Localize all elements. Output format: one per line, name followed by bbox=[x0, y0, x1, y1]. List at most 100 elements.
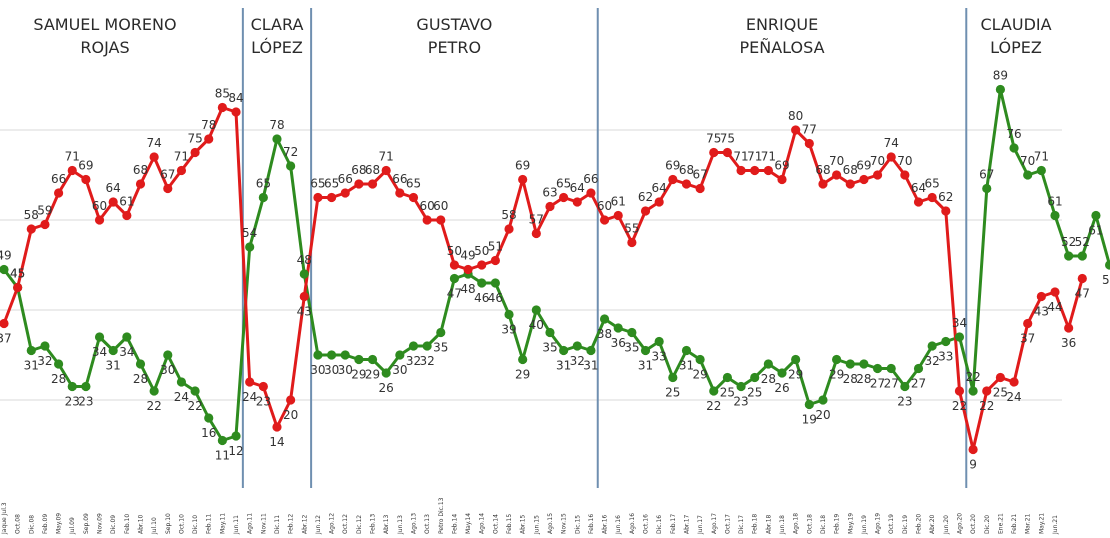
period-title-line: LÓPEZ bbox=[990, 38, 1042, 57]
x-tick-label: Oct.18 bbox=[806, 514, 813, 534]
disapproval-point bbox=[518, 174, 528, 185]
approval-data-label: 34 bbox=[952, 316, 967, 330]
disapproval-point bbox=[763, 165, 773, 176]
approval-point bbox=[695, 354, 705, 365]
approval-data-label: 19 bbox=[802, 413, 817, 427]
disapproval-data-label: 71 bbox=[174, 150, 189, 164]
disapproval-point bbox=[1009, 377, 1019, 387]
disapproval-data-label: 67 bbox=[160, 168, 175, 182]
disapproval-point bbox=[586, 188, 596, 198]
disapproval-point bbox=[886, 152, 896, 162]
disapproval-data-label: 64 bbox=[911, 181, 926, 195]
disapproval-data-label: 74 bbox=[147, 136, 162, 150]
approval-data-label: 76 bbox=[1006, 127, 1021, 141]
disapproval-point bbox=[695, 183, 705, 194]
period-title-line: GUSTAVO bbox=[416, 15, 492, 34]
disapproval-point bbox=[818, 179, 828, 189]
approval-data-label: 25 bbox=[747, 386, 762, 400]
approval-data-label: 70 bbox=[1020, 154, 1035, 168]
x-tick-label: Petro Dic.13 bbox=[438, 497, 445, 534]
disapproval-point bbox=[995, 372, 1006, 383]
approval-point bbox=[791, 354, 801, 365]
x-tick-label: Abr.18 bbox=[765, 514, 772, 534]
period-title-line: ENRIQUE bbox=[746, 15, 818, 34]
disapproval-data-label: 37 bbox=[0, 332, 12, 346]
disapproval-point bbox=[845, 179, 855, 189]
disapproval-point bbox=[1050, 287, 1060, 297]
approval-data-label: 34 bbox=[119, 345, 134, 359]
disapproval-point bbox=[436, 215, 446, 225]
x-tick-label: Oct.08 bbox=[15, 514, 22, 534]
approval-point bbox=[190, 386, 200, 396]
approval-point bbox=[286, 161, 296, 171]
x-tick-label: Ago.15 bbox=[547, 513, 554, 534]
x-tick-label: Jul.09 bbox=[69, 517, 76, 535]
disapproval-data-label: 65 bbox=[406, 177, 421, 191]
approval-data-label: 22 bbox=[706, 399, 721, 413]
x-tick-label: Jun.20 bbox=[943, 515, 950, 535]
x-tick-label: Feb.10 bbox=[124, 514, 131, 534]
approval-data-label: 34 bbox=[92, 345, 107, 359]
approval-data-label: 78 bbox=[269, 118, 284, 132]
x-tick-label: Ago.17 bbox=[711, 513, 718, 534]
disapproval-data-label: 71 bbox=[65, 150, 80, 164]
disapproval-point bbox=[190, 147, 200, 158]
approval-point bbox=[1009, 143, 1019, 153]
approval-data-label: 25 bbox=[720, 386, 735, 400]
approval-data-label: 30 bbox=[160, 363, 175, 377]
approval-data-label: 61 bbox=[1047, 195, 1062, 209]
disapproval-data-label: 22 bbox=[979, 399, 994, 413]
approval-data-label: 29 bbox=[351, 368, 366, 382]
x-tick-label: Dic.12 bbox=[356, 515, 363, 534]
disapproval-point bbox=[395, 188, 405, 198]
approval-point bbox=[572, 341, 582, 351]
disapproval-point bbox=[791, 125, 801, 135]
approval-point bbox=[1077, 251, 1087, 261]
x-tick-label: Oct.20 bbox=[970, 514, 977, 534]
disapproval-data-label: 65 bbox=[925, 177, 940, 191]
approval-point bbox=[954, 332, 965, 342]
approval-data-label: 33 bbox=[652, 350, 667, 364]
approval-point bbox=[81, 381, 91, 392]
disapproval-data-label: 24 bbox=[242, 390, 257, 404]
disapproval-data-label: 75 bbox=[187, 132, 202, 146]
approval-data-label: 31 bbox=[583, 359, 598, 373]
disapproval-data-label: 57 bbox=[529, 213, 544, 227]
gridlines bbox=[0, 129, 1062, 401]
disapproval-data-label: 44 bbox=[1047, 300, 1062, 314]
disapproval-data-label: 84 bbox=[228, 91, 243, 105]
x-tick-label: Abr.17 bbox=[683, 514, 690, 534]
approval-data-label: 46 bbox=[474, 291, 489, 305]
disapproval-point bbox=[859, 174, 869, 185]
disapproval-point bbox=[204, 134, 214, 144]
approval-point bbox=[859, 359, 869, 369]
disapproval-data-label: 77 bbox=[802, 123, 817, 137]
approval-data-label: 61 bbox=[1088, 224, 1103, 238]
x-tick-label: Jun.16 bbox=[615, 515, 622, 535]
x-tick-label: Feb.11 bbox=[206, 514, 213, 534]
disapproval-point bbox=[504, 224, 514, 234]
disapproval-data-label: 61 bbox=[119, 195, 134, 209]
disapproval-data-label: 50 bbox=[447, 244, 462, 258]
approval-point bbox=[272, 134, 282, 144]
disapproval-data-label: 14 bbox=[269, 435, 284, 449]
approval-data-label: 31 bbox=[24, 359, 39, 373]
x-tick-label: Jun.12 bbox=[315, 515, 322, 535]
approval-point bbox=[599, 314, 610, 324]
approval-data-label: 33 bbox=[938, 350, 953, 364]
disapproval-data-label: 23 bbox=[256, 395, 271, 409]
approval-point bbox=[927, 341, 937, 351]
disapproval-point bbox=[668, 174, 678, 185]
approval-point bbox=[886, 363, 896, 374]
x-tick-label: Abr.10 bbox=[137, 514, 144, 534]
approval-point bbox=[832, 354, 842, 365]
x-tick-label: Dic.11 bbox=[274, 515, 281, 534]
approval-point bbox=[477, 278, 487, 288]
disapproval-point bbox=[477, 260, 487, 270]
disapproval-data-label: 55 bbox=[624, 222, 639, 236]
disapproval-point bbox=[40, 219, 50, 230]
disapproval-data-label: 70 bbox=[829, 154, 844, 168]
disapproval-data-label: 47 bbox=[1075, 287, 1090, 301]
disapproval-point bbox=[449, 260, 460, 270]
approval-data-label: 26 bbox=[379, 381, 394, 395]
